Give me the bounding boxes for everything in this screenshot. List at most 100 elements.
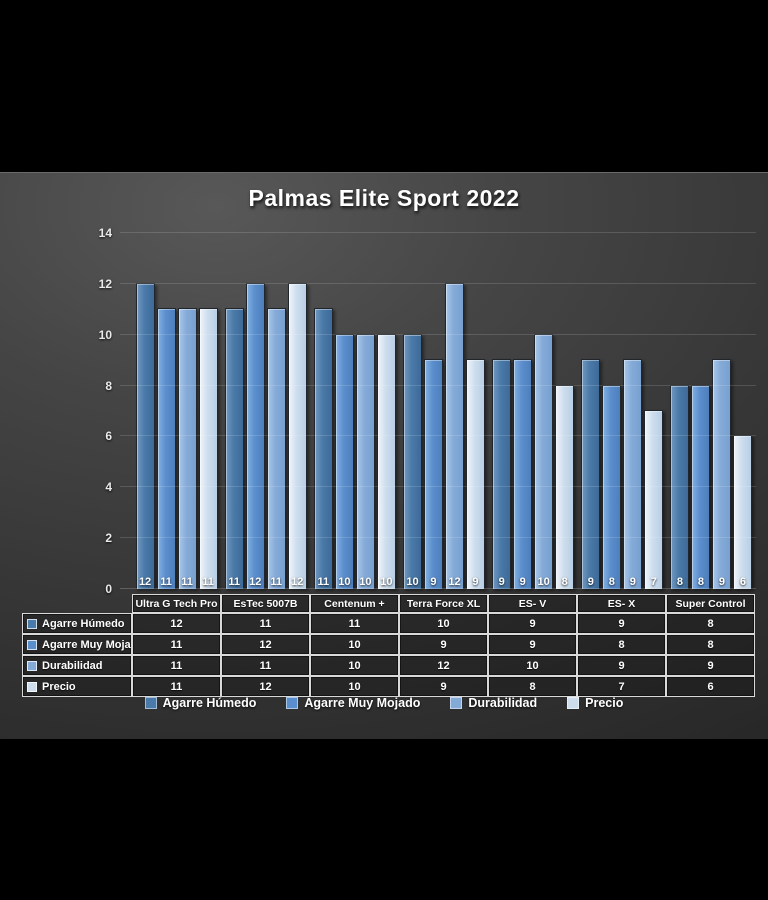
table-value-cell: 9 [488, 613, 577, 634]
bar-value-label: 6 [739, 576, 746, 588]
bar-value-label: 12 [448, 576, 461, 588]
table-header-cell: Ultra G Tech Pro [132, 594, 221, 613]
bar-value-label: 12 [291, 576, 304, 588]
table-value-cell: 11 [132, 676, 221, 697]
y-axis-tick-label: 8 [105, 378, 112, 393]
table-header-cell: EsTec 5007B [221, 594, 310, 613]
table-row-label: Agarre Húmedo [22, 613, 132, 634]
table-value-cell: 8 [577, 634, 666, 655]
bar: 9 [423, 359, 443, 589]
bar-value-label: 11 [160, 576, 172, 588]
bar: 8 [602, 384, 622, 589]
table-header-cell: ES- V [488, 594, 577, 613]
bar-value-label: 9 [587, 576, 594, 588]
table-value-cell: 6 [666, 676, 755, 697]
bar: 12 [135, 282, 155, 589]
legend-item: Precio [567, 696, 623, 710]
table-header-cell: Terra Force XL [399, 594, 488, 613]
y-axis-tick-label: 6 [105, 429, 112, 444]
bar: 10 [376, 333, 396, 589]
bar-value-label: 10 [406, 576, 419, 588]
table-value-cell: 11 [221, 613, 310, 634]
bar-value-label: 8 [676, 576, 683, 588]
table-row-label: Agarre Muy Mojado [22, 634, 132, 655]
legend-item: Durabilidad [450, 696, 537, 710]
y-axis-tick-label: 10 [98, 327, 112, 342]
table-value-cell: 12 [132, 613, 221, 634]
bar: 9 [581, 359, 601, 589]
series-swatch-icon [27, 639, 37, 650]
bar-value-label: 11 [270, 576, 283, 588]
table-header-cell: Super Control [666, 594, 755, 613]
legend-item: Agarre Muy Mojado [286, 696, 420, 710]
bar: 11 [156, 308, 176, 589]
bar-group: 9 9 10 8 [489, 233, 578, 589]
bar-value-label: 11 [317, 576, 330, 588]
table-value-cell: 11 [132, 655, 221, 676]
bar-value-label: 9 [498, 576, 505, 588]
table-value-cell: 12 [221, 676, 310, 697]
bar: 11 [313, 308, 333, 589]
bar-value-label: 10 [359, 576, 372, 588]
bar: 9 [712, 359, 732, 589]
bar: 9 [513, 359, 533, 589]
bar: 10 [355, 333, 375, 589]
table-row-label: Durabilidad [22, 655, 132, 676]
data-table: Ultra G Tech Pro EsTec 5007B Centenum + Ter… [22, 594, 755, 697]
bar: 12 [245, 282, 265, 589]
table-row-label-text: Durabilidad [42, 659, 103, 672]
table-value-cell: 11 [221, 655, 310, 676]
table-value-cell: 8 [488, 676, 577, 697]
bar-group: 9 8 9 7 [578, 233, 667, 589]
gridline [120, 537, 756, 539]
bar-group: 11 10 10 10 [310, 233, 399, 589]
legend-swatch-icon [567, 697, 580, 709]
table-value-cell: 12 [399, 655, 488, 676]
table-value-cell: 10 [310, 634, 399, 655]
bar-value-label: 12 [138, 576, 152, 588]
bar: 9 [492, 359, 512, 589]
y-axis-tick-label: 0 [105, 582, 112, 596]
bar: 8 [555, 384, 575, 589]
table-corner-cell [22, 594, 132, 611]
series-swatch-icon [27, 618, 37, 629]
bar: 7 [644, 410, 664, 589]
bar: 11 [198, 308, 218, 589]
series-swatch-icon [27, 660, 37, 671]
table-header-cell: Centenum + [310, 594, 399, 613]
table-value-cell: 11 [132, 634, 221, 655]
bar-value-label: 7 [650, 576, 657, 588]
gridline [120, 232, 756, 233]
bar-value-label: 10 [338, 576, 351, 588]
gridline [120, 282, 756, 284]
bar-value-label: 10 [537, 576, 550, 588]
legend-label: Durabilidad [468, 696, 538, 710]
bar: 8 [691, 384, 711, 589]
table-value-cell: 7 [577, 676, 666, 697]
bar-value-label: 8 [561, 576, 568, 588]
legend-label: Agarre Húmedo [162, 696, 257, 710]
bar-value-label: 9 [718, 576, 725, 588]
table-header-cell: ES- X [577, 594, 666, 613]
legend-swatch-icon [144, 697, 157, 709]
gridline [120, 333, 756, 335]
bar-value-label: 11 [228, 576, 241, 588]
bar: 10 [334, 333, 354, 589]
bar-group: 11 12 11 12 [221, 233, 310, 589]
bar-value-label: 9 [519, 576, 526, 588]
table-value-cell: 11 [310, 613, 399, 634]
table-row-label: Precio [22, 676, 132, 697]
table-value-cell: 9 [488, 634, 577, 655]
bar-value-label: 11 [181, 576, 193, 588]
table-value-cell: 10 [399, 613, 488, 634]
table-value-cell: 10 [310, 676, 399, 697]
y-axis-tick-label: 12 [98, 276, 112, 291]
chart-title: Palmas Elite Sport 2022 [248, 185, 520, 211]
table-row-label-text: Agarre Muy Mojado [42, 638, 131, 651]
bar-value-label: 8 [608, 576, 615, 588]
table-value-cell: 12 [221, 634, 310, 655]
bar-value-label: 8 [697, 576, 704, 588]
bar-group: 10 9 12 9 [399, 233, 488, 589]
bar-group: 12 11 11 11 [132, 233, 221, 589]
